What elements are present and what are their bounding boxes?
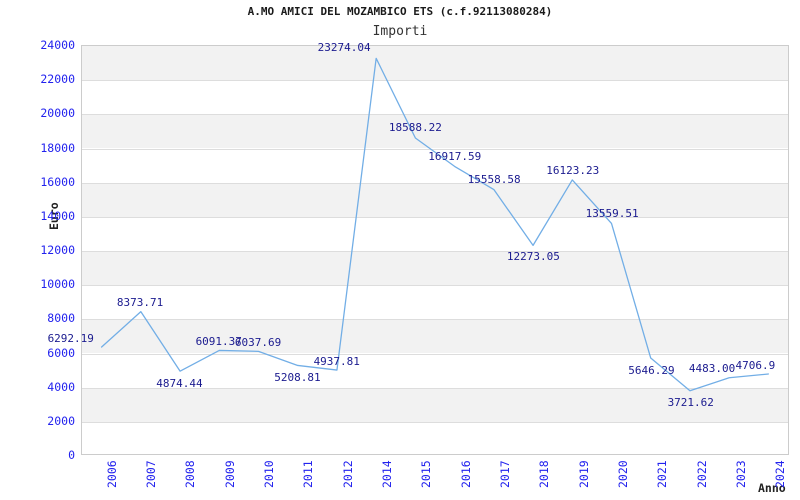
grid-band <box>82 319 788 354</box>
plot-area <box>81 45 789 455</box>
y-tick-label: 6000 <box>47 345 75 360</box>
gridline <box>82 183 788 184</box>
y-tick-label: 0 <box>68 448 75 462</box>
data-point-label: 15558.58 <box>467 173 521 187</box>
gridline <box>82 80 788 81</box>
y-tick-label: 12000 <box>40 243 75 257</box>
data-point-label: 6292.19 <box>47 331 94 345</box>
x-tick-label: 2020 <box>616 460 630 488</box>
x-tick-label: 2015 <box>419 460 434 488</box>
data-point-label: 16917.59 <box>428 149 482 163</box>
x-tick-label: 2016 <box>458 460 473 488</box>
y-tick-label: 18000 <box>40 140 75 155</box>
series-line-importi <box>100 57 770 392</box>
data-point-label: 4937.81 <box>313 354 360 368</box>
y-tick-label: 4000 <box>47 379 75 394</box>
x-tick-label: 2010 <box>262 460 276 488</box>
y-tick-label: 14000 <box>40 208 75 223</box>
x-tick-label: 2021 <box>655 460 670 488</box>
data-point-label: 16123.23 <box>546 163 600 177</box>
grid-band <box>82 46 788 81</box>
grid-band <box>82 387 788 422</box>
y-tick-label: 24000 <box>40 38 75 52</box>
x-tick-label: 2023 <box>734 460 748 488</box>
x-tick-label: 2018 <box>537 460 552 488</box>
grid-band <box>82 251 788 286</box>
x-tick-label: 2024 <box>773 460 788 488</box>
x-tick-label: 2019 <box>576 460 591 488</box>
x-axis-label: Anno <box>758 481 786 495</box>
gridline <box>82 114 788 115</box>
y-tick-label: 2000 <box>47 413 75 428</box>
data-point-label: 4706.9 <box>735 358 776 372</box>
chart-subtitle: Importi <box>372 24 428 39</box>
series-polyline <box>100 57 770 392</box>
y-tick-label: 8000 <box>47 311 75 326</box>
x-tick-label: 2014 <box>380 460 394 488</box>
data-point-label: 8373.71 <box>116 295 164 309</box>
data-point-label: 12273.05 <box>506 250 560 264</box>
y-tick-label: 20000 <box>40 106 75 121</box>
x-tick-label: 2009 <box>222 460 237 488</box>
data-point-label: 6037.69 <box>234 335 282 349</box>
data-point-label: 3721.62 <box>667 396 714 410</box>
gridline <box>82 149 788 150</box>
grid-band <box>82 182 788 217</box>
x-tick-label: 2012 <box>340 460 355 488</box>
x-tick-label: 2007 <box>144 460 158 488</box>
y-tick-label: 16000 <box>40 174 75 189</box>
chart-title: A.MO AMICI DEL MOZAMBICO ETS (c.f.921130… <box>247 5 553 18</box>
x-tick-label: 2011 <box>301 460 316 488</box>
data-point-label: 6091.37 <box>195 334 242 348</box>
x-tick-label: 2022 <box>694 460 709 488</box>
x-tick-label: 2006 <box>104 460 119 488</box>
gridline <box>82 217 788 218</box>
data-point-label: 13559.51 <box>585 207 639 221</box>
y-tick-label: 10000 <box>40 277 75 292</box>
y-tick-label: 22000 <box>40 72 75 87</box>
gridline <box>82 319 788 320</box>
gridline <box>82 422 788 423</box>
grid-band <box>82 114 788 149</box>
gridline <box>82 354 788 355</box>
gridline <box>82 251 788 252</box>
data-point-label: 5208.81 <box>274 371 321 385</box>
data-point-label: 23274.04 <box>317 41 371 55</box>
x-tick-label: 2017 <box>498 460 512 488</box>
data-point-label: 4483.00 <box>688 362 736 376</box>
data-point-label: 18588.22 <box>388 121 442 135</box>
data-point-label: 5646.29 <box>628 363 675 377</box>
gridline <box>82 285 788 286</box>
x-tick-label: 2008 <box>183 460 198 488</box>
gridline <box>82 388 788 389</box>
data-point-label: 4874.44 <box>156 376 203 390</box>
